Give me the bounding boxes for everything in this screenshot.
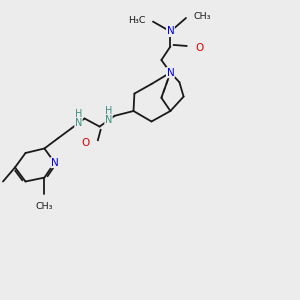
Text: N: N <box>51 158 58 168</box>
Text: O: O <box>81 137 89 148</box>
Text: O: O <box>196 43 204 53</box>
Text: H
N: H N <box>105 106 112 125</box>
Text: H₃C: H₃C <box>128 16 146 25</box>
Text: N: N <box>167 26 174 37</box>
Text: CH₃: CH₃ <box>194 12 211 21</box>
Text: N: N <box>167 68 174 78</box>
Text: CH₃: CH₃ <box>36 202 53 211</box>
Text: H
N: H N <box>75 109 82 128</box>
